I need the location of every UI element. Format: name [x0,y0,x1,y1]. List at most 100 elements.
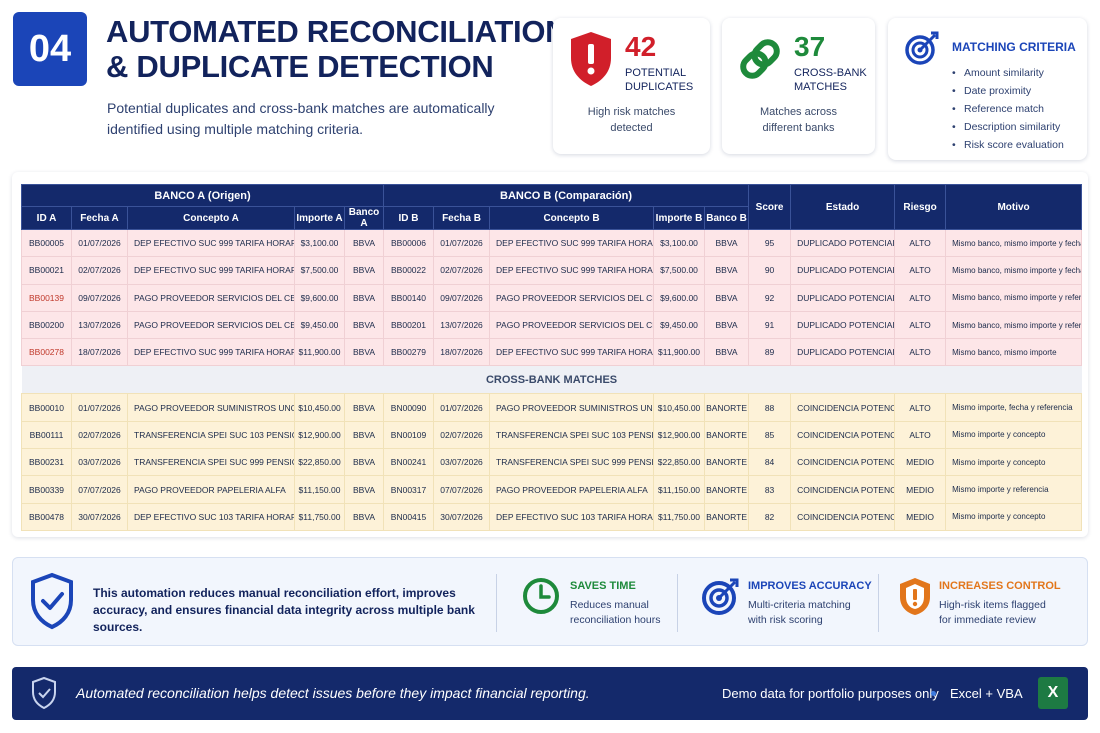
clock-icon [523,578,559,614]
title-line-1: AUTOMATED RECONCILIATION [106,14,568,49]
cell-banco-a: BBVA [343,338,385,367]
cell-score: 82 [748,502,792,531]
cell-banco-b: BANORTE [704,475,750,504]
matching-criteria-card: MATCHING CRITERIA Amount similarity Date… [888,18,1087,160]
section-number-badge: 04 [13,12,87,86]
cell-id-b: BB00022 [383,256,435,285]
kpi-cross-label-1: CROSS-BANK [794,67,867,79]
cell-id-a: BB00200 [21,310,72,340]
cell-banco-a: BBVA [343,448,385,477]
cell-score: 88 [748,393,792,422]
cell-motivo: Mismo banco, mismo importe [945,338,1083,367]
criteria-item: Amount similarity [948,64,1064,82]
col-header-estado: Estado [790,184,896,230]
cell-concepto-a: PAGO PROVEEDOR SERVICIOS DEL CENTRO [127,283,295,312]
col-header-fecha-b: Fecha B [433,206,491,230]
kpi-duplicates-label: POTENTIAL DUPLICATES [625,66,693,94]
cell-score: 92 [748,283,792,312]
cell-concepto-b: PAGO PROVEEDOR PAPELERIA ALFA [489,475,655,504]
cell-riesgo: ALTO [894,393,947,422]
footer-message: Automated reconciliation helps detect is… [76,685,590,701]
cell-estado: COINCIDENCIA POTENCIAL [790,420,896,450]
excel-icon: X [1038,677,1068,709]
link-icon [740,39,780,79]
table-row: BB00005 01/07/2026 DEP EFECTIVO SUC 999 TA… [21,228,1083,258]
cell-concepto-a: PAGO PROVEEDOR PAPELERIA ALFA [127,475,295,504]
cell-concepto-a: DEP EFECTIVO SUC 999 TARIFA HORARIA [127,338,295,367]
kpi-cross-value: 37 [794,31,826,62]
section-row-cross-bank: CROSS-BANK MATCHES [21,365,1082,394]
cell-score: 84 [748,448,792,477]
cell-fecha-a: 07/07/2026 [71,475,128,504]
benefit-desc-control: High-risk items flagged for immediate re… [939,598,1046,628]
cell-fecha-a: 02/07/2026 [71,256,128,285]
criteria-item: Reference match [948,100,1064,118]
criteria-item: Risk score evaluation [948,136,1064,154]
cell-importe-a: $3,100.00 [294,228,345,258]
criteria-title: MATCHING CRITERIA [952,40,1076,54]
cell-estado: DUPLICADO POTENCIAL [790,283,896,312]
cell-id-b: BN00317 [383,475,435,504]
cell-id-a: BB00478 [21,502,72,531]
kpi-cross-label-2: MATCHES [794,81,847,93]
cell-banco-b: BANORTE [704,448,750,477]
cell-importe-b: $3,100.00 [653,228,706,258]
cell-concepto-a: PAGO PROVEEDOR SUMINISTROS UNO [127,393,295,422]
group-header-bank-b: BANCO B (Comparación) [383,184,750,207]
cell-motivo: Mismo importe y concepto [945,448,1083,477]
table-row: BB00478 30/07/2026 DEP EFECTIVO SUC 103 TA… [21,502,1083,531]
group-header-bank-a: BANCO A (Origen) [20,184,385,207]
benefit-title-control: INCREASES CONTROL [939,580,1061,592]
kpi-cross-desc: Matches across different banks [722,104,875,136]
criteria-item: Date proximity [948,82,1064,100]
benefit-desc-time: Reduces manual reconciliation hours [570,598,660,628]
cell-banco-b: BBVA [704,338,750,367]
cell-id-a: BB00005 [21,228,72,258]
cell-id-a: BB00021 [21,256,72,285]
cell-importe-a: $11,750.00 [294,502,345,531]
cell-banco-b: BBVA [704,228,750,258]
page-title: AUTOMATED RECONCILIATION & DUPLICATE DET… [106,14,568,84]
table-row: BB00278 18/07/2026 DEP EFECTIVO SUC 999 TA… [21,338,1083,367]
kpi-duplicates-desc-1: High risk matches [587,106,676,118]
cell-fecha-b: 01/07/2026 [433,228,491,258]
cell-motivo: Mismo importe y concepto [945,420,1083,450]
col-header-importe-a: Importe A [294,206,345,230]
cell-motivo: Mismo banco, mismo importe y fecha [945,228,1083,258]
cell-id-b: BN00241 [383,448,435,477]
benefit-title-time: SAVES TIME [570,580,636,592]
cell-motivo: Mismo banco, mismo importe y referencia [945,310,1083,340]
cell-banco-a: BBVA [343,475,385,504]
benefit-title-accuracy: IMPROVES ACCURACY [748,580,872,592]
cell-importe-b: $9,450.00 [653,310,706,340]
shield-check-icon [32,676,56,710]
cell-banco-b: BBVA [704,256,750,285]
cell-fecha-b: 13/07/2026 [433,310,491,340]
cell-concepto-a: DEP EFECTIVO SUC 999 TARIFA HORARIA [127,256,295,285]
cell-importe-b: $11,150.00 [653,475,706,504]
col-header-id-b: ID B [383,206,435,230]
footer-bullet [931,691,936,696]
cell-motivo: Mismo importe y concepto [945,502,1083,531]
col-header-importe-b: Importe B [653,206,706,230]
criteria-item: Description similarity [948,118,1064,136]
divider [496,574,497,632]
cell-motivo: Mismo banco, mismo importe y fecha [945,256,1083,285]
cell-estado: DUPLICADO POTENCIAL [790,256,896,285]
cell-concepto-b: DEP EFECTIVO SUC 999 TARIFA HORARIA [489,228,655,258]
footer-tool: Excel + VBA [950,686,1023,701]
shield-alert-icon [900,578,930,615]
benefit-desc-line: Multi-criteria matching [748,599,851,611]
cell-fecha-b: 02/07/2026 [433,256,491,285]
footer-note: Demo data for portfolio purposes only [722,686,939,701]
cell-concepto-b: TRANSFERENCIA SPEI SUC 999 PENSIONES [489,448,655,477]
benefit-desc-accuracy: Multi-criteria matching with risk scorin… [748,598,851,628]
cell-importe-a: $7,500.00 [294,256,345,285]
cell-concepto-a: PAGO PROVEEDOR SERVICIOS DEL CENTRO [127,310,295,340]
cell-fecha-b: 09/07/2026 [433,283,491,312]
cell-riesgo: ALTO [894,228,947,258]
table-row: BB00021 02/07/2026 DEP EFECTIVO SUC 999 TA… [21,256,1083,285]
table-row: BB00010 01/07/2026 PAGO PROVEEDOR SUMINIST… [21,393,1083,422]
target-icon [702,578,739,615]
cell-fecha-b: 18/07/2026 [433,338,491,367]
